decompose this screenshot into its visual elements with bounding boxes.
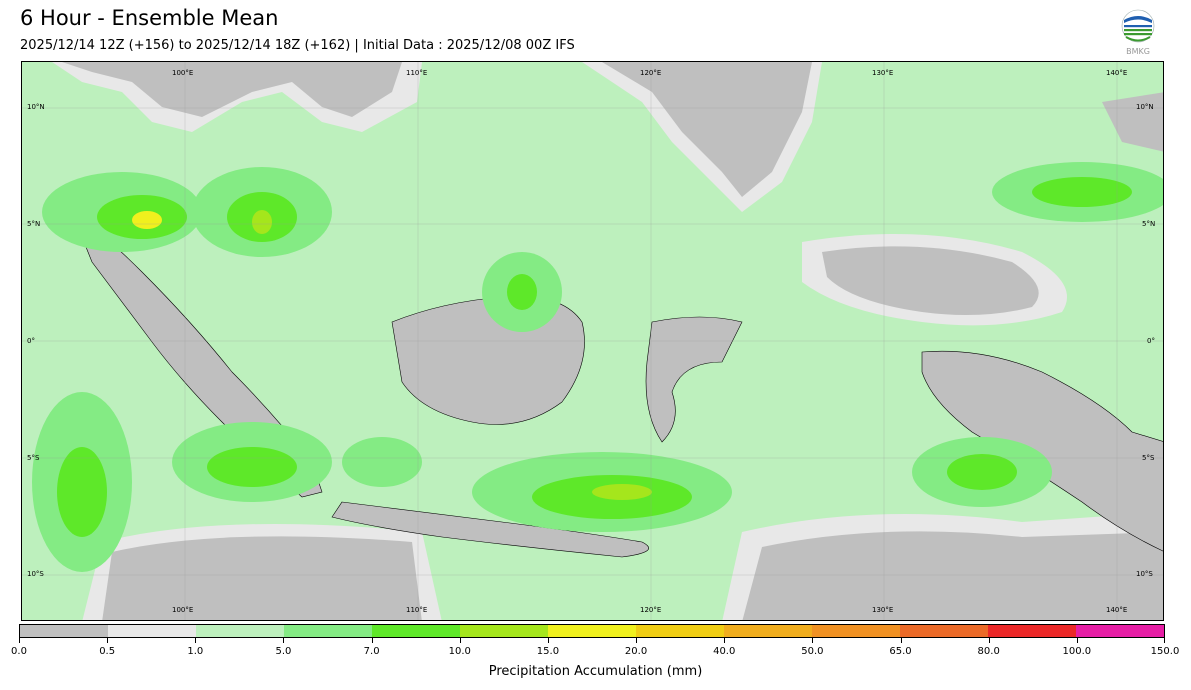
colorbar-tick-mark [724, 638, 726, 643]
colorbar-tick-mark [1076, 638, 1078, 643]
lon-label-bottom-100e: 100°E [172, 606, 194, 614]
lat-label-right-0: 0° [1147, 337, 1155, 345]
colorbar-segment-8 [724, 625, 812, 637]
map-canvas [22, 62, 1163, 620]
colorbar-tick-label: 80.0 [977, 646, 1000, 657]
precipitation-colorbar [19, 624, 1165, 638]
colorbar-tick-mark [195, 638, 197, 643]
colorbar-tick-label: 1.0 [187, 646, 204, 657]
colorbar-tick-label: 50.0 [801, 646, 824, 657]
colorbar-tick-label: 5.0 [275, 646, 292, 657]
colorbar-tick-mark [19, 638, 20, 643]
colorbar-tick-label: 65.0 [889, 646, 912, 657]
colorbar-tick-label: 15.0 [536, 646, 560, 657]
colorbar-tick-mark [459, 638, 461, 643]
colorbar-segment-11 [988, 625, 1076, 637]
lon-label-bottom-140e: 140°E [1106, 606, 1128, 614]
bmkg-logo: BMKG [1118, 8, 1158, 56]
colorbar-tick-mark [547, 638, 549, 643]
colorbar-segment-1 [108, 625, 196, 637]
colorbar-tick-mark [988, 638, 990, 643]
lat-label-right-5n: 5°N [1142, 220, 1156, 228]
colorbar-segment-0 [20, 625, 108, 637]
colorbar-segment-7 [636, 625, 724, 637]
lat-label-left-5n: 5°N [27, 220, 41, 228]
lon-label-bottom-120e: 120°E [640, 606, 662, 614]
colorbar-tick-label: 40.0 [713, 646, 736, 657]
colorbar-tick-mark [107, 638, 109, 643]
lat-label-left-0: 0° [27, 337, 35, 345]
colorbar-title: Precipitation Accumulation (mm) [488, 664, 703, 679]
lat-label-left-10s: 10°S [27, 570, 44, 578]
lat-label-right-10s: 10°S [1136, 570, 1153, 578]
colorbar-tick-mark [636, 638, 638, 643]
svg-text:BMKG: BMKG [1126, 47, 1150, 56]
forecast-period-subtitle: 2025/12/14 12Z (+156) to 2025/12/14 18Z … [20, 38, 575, 53]
colorbar-tick-mark [283, 638, 285, 643]
lat-label-right-10n: 10°N [1136, 103, 1154, 111]
precipitation-map: 100°E 110°E 120°E 130°E 140°E 100°E 110°… [21, 61, 1164, 621]
colorbar-tick-mark [1164, 638, 1165, 643]
colorbar-tick-mark [900, 638, 902, 643]
lat-label-right-5s: 5°S [1142, 454, 1155, 462]
colorbar-segment-6 [548, 625, 636, 637]
lon-label-top-140e: 140°E [1106, 69, 1128, 77]
colorbar-segment-5 [460, 625, 548, 637]
colorbar-tick-label: 0.0 [11, 646, 27, 657]
colorbar-tick-label: 0.5 [99, 646, 116, 657]
lon-label-top-110e: 110°E [406, 69, 428, 77]
lon-label-bottom-110e: 110°E [406, 606, 428, 614]
lat-label-left-5s: 5°S [27, 454, 40, 462]
lon-label-top-100e: 100°E [172, 69, 194, 77]
colorbar-tick-label: 150.0 [1150, 646, 1180, 657]
colorbar-segment-12 [1076, 625, 1164, 637]
colorbar-tick-label: 10.0 [448, 646, 471, 657]
lon-label-top-130e: 130°E [872, 69, 894, 77]
colorbar-segment-4 [372, 625, 460, 637]
page-title: 6 Hour - Ensemble Mean [20, 6, 279, 30]
lon-label-bottom-130e: 130°E [872, 606, 894, 614]
colorbar-segment-2 [196, 625, 284, 637]
colorbar-tick-label: 7.0 [363, 646, 380, 657]
colorbar-segment-3 [284, 625, 372, 637]
lat-label-left-10n: 10°N [27, 103, 45, 111]
lon-label-top-120e: 120°E [640, 69, 662, 77]
colorbar-tick-mark [812, 638, 814, 643]
colorbar-tick-label: 20.0 [624, 646, 648, 657]
colorbar-tick-label: 100.0 [1062, 646, 1092, 657]
colorbar-segment-10 [900, 625, 988, 637]
colorbar-tick-mark [371, 638, 373, 643]
colorbar-segment-9 [812, 625, 900, 637]
